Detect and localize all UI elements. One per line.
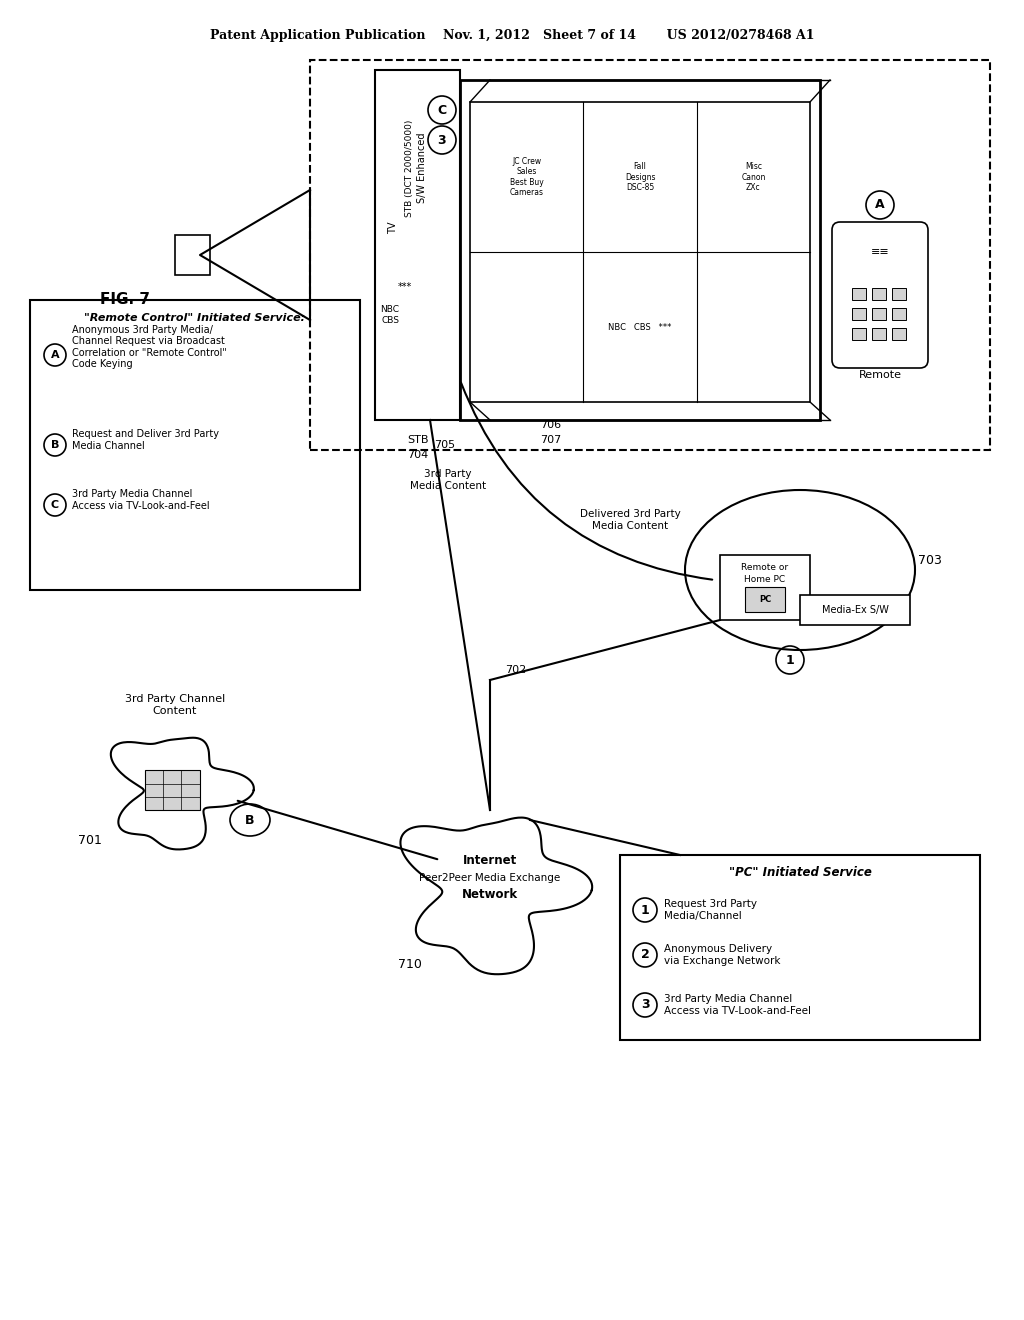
Text: Network: Network bbox=[462, 888, 518, 902]
Text: Peer2Peer Media Exchange: Peer2Peer Media Exchange bbox=[420, 873, 560, 883]
Ellipse shape bbox=[117, 777, 193, 833]
Text: S/W Enhanced: S/W Enhanced bbox=[418, 133, 427, 203]
Text: JC Crew
Sales
Best Buy
Cameras: JC Crew Sales Best Buy Cameras bbox=[510, 157, 544, 197]
Ellipse shape bbox=[410, 830, 510, 909]
Text: Remote: Remote bbox=[858, 370, 901, 380]
Text: NBC   CBS   ***: NBC CBS *** bbox=[608, 322, 672, 331]
Text: Remote or: Remote or bbox=[741, 564, 788, 573]
Bar bbox=[30, 300, 360, 590]
Ellipse shape bbox=[464, 892, 556, 958]
Text: Anonymous Delivery
via Exchange Network: Anonymous Delivery via Exchange Network bbox=[664, 944, 780, 966]
Bar bbox=[175, 235, 210, 275]
Bar bbox=[852, 327, 866, 341]
Text: Media-Ex S/W: Media-Ex S/W bbox=[821, 605, 889, 615]
Bar bbox=[872, 327, 886, 341]
Text: "PC" Initiated Service: "PC" Initiated Service bbox=[728, 866, 871, 879]
Bar bbox=[872, 288, 886, 300]
Text: 705: 705 bbox=[434, 440, 456, 450]
Ellipse shape bbox=[525, 858, 605, 921]
Text: STB: STB bbox=[407, 436, 428, 445]
Text: 3rd Party
Media Content: 3rd Party Media Content bbox=[410, 469, 486, 491]
Text: 1: 1 bbox=[641, 903, 649, 916]
Bar bbox=[720, 554, 810, 620]
Bar bbox=[145, 770, 200, 810]
Polygon shape bbox=[400, 817, 592, 974]
Text: 704: 704 bbox=[407, 450, 428, 459]
Text: TV: TV bbox=[388, 222, 398, 234]
Text: ***: *** bbox=[398, 282, 412, 292]
Text: 702: 702 bbox=[505, 665, 526, 675]
Text: Delivered 3rd Party
Media Content: Delivered 3rd Party Media Content bbox=[580, 510, 680, 531]
Text: Home PC: Home PC bbox=[744, 576, 785, 585]
Bar bbox=[852, 308, 866, 319]
Bar bbox=[892, 327, 906, 341]
Text: C: C bbox=[437, 103, 446, 116]
Text: A: A bbox=[50, 350, 59, 360]
Text: C: C bbox=[51, 500, 59, 510]
Text: ≡≡: ≡≡ bbox=[870, 247, 890, 257]
Ellipse shape bbox=[424, 883, 512, 946]
Bar bbox=[460, 81, 820, 420]
Text: Misc
Canon
ZXc: Misc Canon ZXc bbox=[741, 162, 766, 191]
Bar bbox=[800, 595, 910, 624]
Text: 701: 701 bbox=[78, 833, 102, 846]
Text: Request 3rd Party
Media/Channel: Request 3rd Party Media/Channel bbox=[664, 899, 757, 921]
Bar bbox=[470, 102, 810, 403]
Bar bbox=[620, 855, 980, 1040]
Ellipse shape bbox=[150, 787, 230, 843]
Ellipse shape bbox=[494, 832, 586, 904]
Bar bbox=[872, 308, 886, 319]
Ellipse shape bbox=[193, 742, 268, 803]
Ellipse shape bbox=[215, 762, 285, 818]
Text: Patent Application Publication    Nov. 1, 2012   Sheet 7 of 14       US 2012/027: Patent Application Publication Nov. 1, 2… bbox=[210, 29, 814, 41]
Bar bbox=[375, 70, 460, 420]
Ellipse shape bbox=[155, 729, 234, 792]
Ellipse shape bbox=[110, 741, 200, 810]
Text: 710: 710 bbox=[398, 958, 422, 972]
Text: STB (DCT 2000/5000): STB (DCT 2000/5000) bbox=[406, 119, 414, 216]
Ellipse shape bbox=[398, 866, 482, 931]
Ellipse shape bbox=[188, 780, 272, 840]
Text: B: B bbox=[246, 813, 255, 826]
Polygon shape bbox=[111, 738, 254, 850]
Text: Anonymous 3rd Party Media/
Channel Request via Broadcast
Correlation or "Remote : Anonymous 3rd Party Media/ Channel Reque… bbox=[72, 325, 227, 370]
Text: 3rd Party Media Channel
Access via TV-Look-and-Feel: 3rd Party Media Channel Access via TV-Lo… bbox=[664, 994, 811, 1016]
Text: "Remote Control" Initiated Service:: "Remote Control" Initiated Service: bbox=[84, 313, 305, 323]
Bar bbox=[892, 308, 906, 319]
Bar bbox=[745, 587, 785, 612]
Text: 706: 706 bbox=[540, 420, 561, 430]
Text: 703: 703 bbox=[919, 553, 942, 566]
Text: Internet: Internet bbox=[463, 854, 517, 866]
Text: 1: 1 bbox=[785, 653, 795, 667]
Bar bbox=[892, 288, 906, 300]
Text: NBC
CBS: NBC CBS bbox=[381, 305, 399, 325]
Text: B: B bbox=[51, 440, 59, 450]
Text: 3rd Party Media Channel
Access via TV-Look-and-Feel: 3rd Party Media Channel Access via TV-Lo… bbox=[72, 490, 210, 511]
Text: 707: 707 bbox=[540, 436, 561, 445]
Text: Request and Deliver 3rd Party
Media Channel: Request and Deliver 3rd Party Media Chan… bbox=[72, 429, 219, 451]
Ellipse shape bbox=[502, 880, 598, 950]
Text: A: A bbox=[876, 198, 885, 211]
Text: 3: 3 bbox=[437, 133, 446, 147]
Bar bbox=[310, 59, 990, 450]
Text: FIG. 7: FIG. 7 bbox=[100, 293, 150, 308]
Bar bbox=[852, 288, 866, 300]
Text: PC: PC bbox=[759, 595, 771, 605]
Text: Fall
Designs
DSC-85: Fall Designs DSC-85 bbox=[625, 162, 655, 191]
Text: 3rd Party Channel
Content: 3rd Party Channel Content bbox=[125, 694, 225, 715]
Text: 3: 3 bbox=[641, 998, 649, 1011]
Text: 2: 2 bbox=[641, 949, 649, 961]
Ellipse shape bbox=[452, 817, 548, 894]
